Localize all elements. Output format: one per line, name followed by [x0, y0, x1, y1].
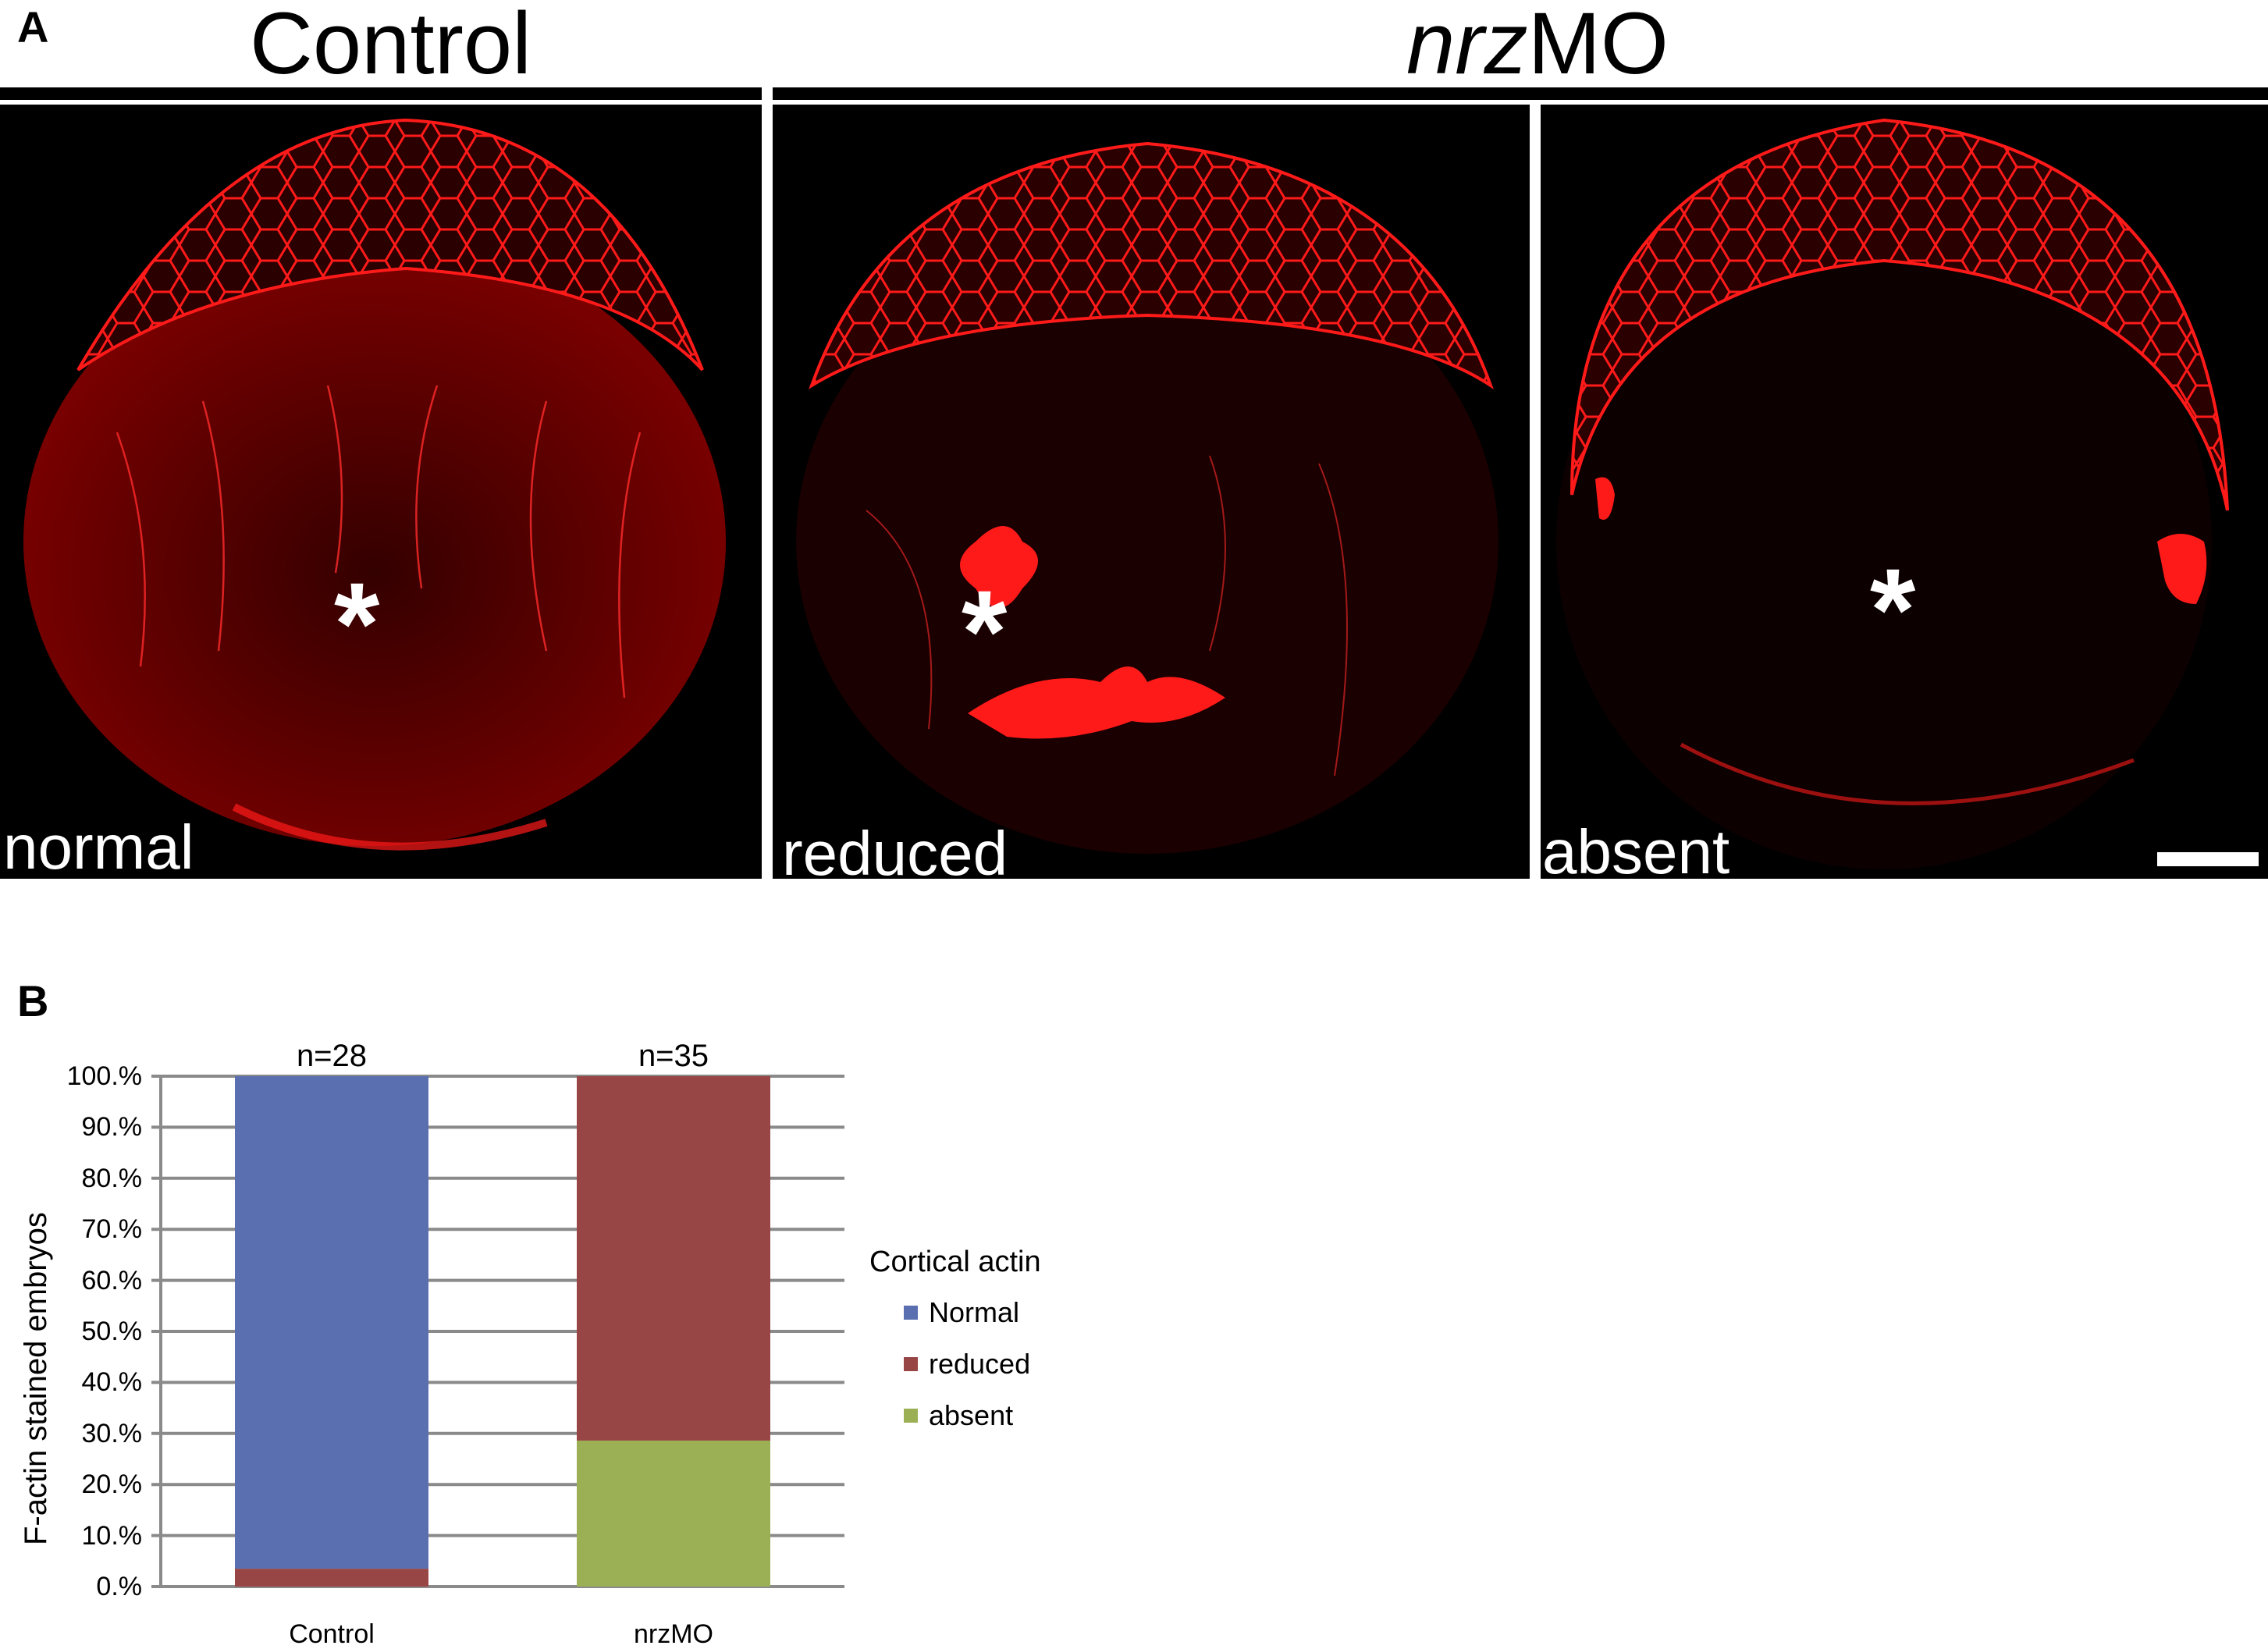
asterisk-marker: *	[334, 558, 380, 689]
nrz-italic: nrz	[1406, 0, 1528, 92]
micrograph-label-absent: absent	[1542, 817, 1730, 880]
y-tick-label: 0.%	[96, 1572, 142, 1601]
y-tick-label: 60.%	[81, 1265, 143, 1295]
y-tick-label: 30.%	[81, 1418, 143, 1448]
legend-item-absent: absent	[904, 1399, 1041, 1432]
asterisk-marker: *	[1870, 544, 1916, 675]
chart-legend: Cortical actin Normal reduced absent	[869, 1246, 1041, 1451]
legend-label: reduced	[929, 1348, 1031, 1380]
panel-a-letter: A	[17, 2, 49, 52]
stacked-bar-chart	[151, 1075, 844, 1588]
legend-swatch	[904, 1409, 918, 1423]
legend-item-reduced: reduced	[904, 1348, 1041, 1381]
mo-text: MO	[1527, 0, 1669, 92]
sample-size-label: n=35	[638, 1039, 709, 1073]
nrzmo-group-rule	[773, 87, 2268, 100]
control-group-title: Control	[250, 0, 532, 92]
bar-absent-nrzmo	[577, 1440, 770, 1587]
legend-items: Normal reduced absent	[904, 1296, 1041, 1432]
y-tick-label: 100.%	[66, 1061, 142, 1091]
legend-title: Cortical actin	[869, 1246, 1041, 1278]
scale-bar	[2157, 852, 2259, 866]
micrograph-reduced-image	[796, 141, 1498, 854]
x-category-label: nrzMO	[634, 1619, 713, 1649]
nrzmo-group-title: nrzMO	[1406, 0, 1669, 87]
y-tick-label: 10.%	[81, 1520, 143, 1551]
asterisk-marker: *	[962, 566, 1008, 697]
y-tick-label: 90.%	[81, 1112, 143, 1143]
bar-reduced-control	[235, 1569, 428, 1587]
legend-item-normal: Normal	[904, 1296, 1041, 1329]
control-group-rule	[0, 87, 762, 100]
micrograph-normal: * normal	[0, 105, 762, 879]
x-category-label: Control	[289, 1619, 375, 1649]
sample-size-label: n=28	[296, 1039, 368, 1073]
micrograph-label-reduced: reduced	[782, 819, 1008, 880]
y-tick-label: 20.%	[81, 1470, 143, 1500]
y-tick-label: 80.%	[81, 1163, 143, 1193]
legend-swatch	[904, 1357, 918, 1371]
bar-normal-control	[235, 1076, 428, 1569]
y-tick-label: 50.%	[81, 1317, 143, 1346]
legend-label: absent	[929, 1399, 1014, 1431]
legend-label: Normal	[929, 1296, 1020, 1328]
y-tick-label: 70.%	[81, 1214, 143, 1245]
micrograph-reduced: * reduced	[773, 105, 1530, 879]
bar-reduced-nrzmo	[577, 1076, 770, 1441]
micrograph-absent: * absent	[1541, 105, 2268, 879]
micrograph-absent-image	[1556, 118, 2229, 869]
y-tick-label: 40.%	[81, 1367, 143, 1398]
legend-swatch	[904, 1306, 918, 1320]
panel-b-letter: B	[17, 976, 49, 1025]
micrograph-normal-image	[23, 118, 726, 851]
micrograph-label-normal: normal	[3, 812, 194, 879]
